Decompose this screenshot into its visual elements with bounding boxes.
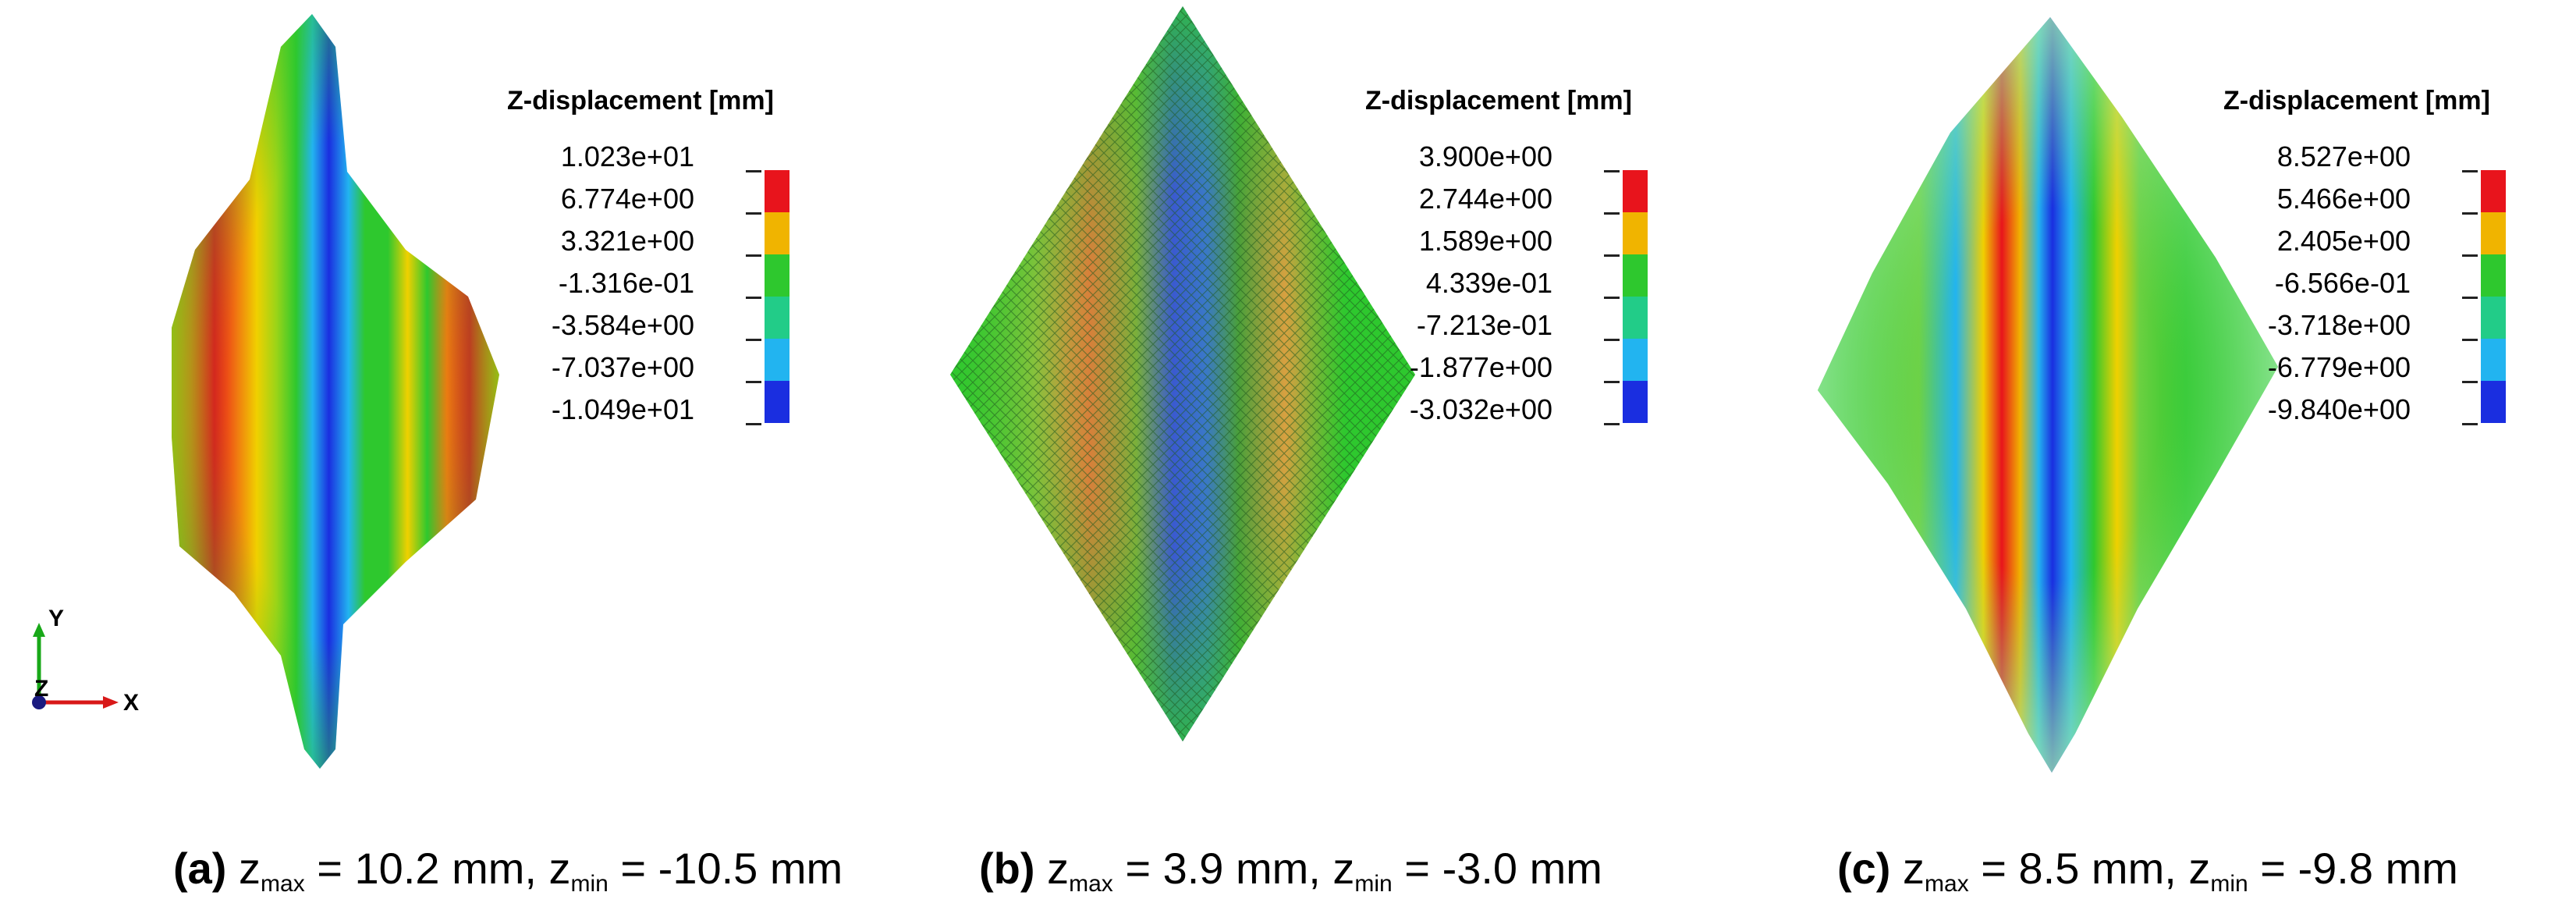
legend-tick-mark [746,297,761,299]
caption-b: (b) zmax = 3.9 mm, zmin = -3.0 mm [979,844,1602,897]
legend-tick-mark [746,212,761,215]
legend-tick-label: -1.316e-01 [558,267,694,299]
legend-tick-label: -9.840e+00 [2267,393,2411,425]
legend-tick-label: -7.213e-01 [1416,309,1552,341]
legend-tick-label: 1.023e+01 [560,140,694,172]
panel-c: Z-displacement [mm] 8.527e+00 5.466e+00 2.… [1716,0,2574,917]
legend-tick-mark [1604,297,1620,299]
legend-tick-label: 8.527e+00 [2276,140,2411,172]
legend-tick-mark [1604,381,1620,383]
legend-tick-mark [2462,170,2478,172]
legend-c: Z-displacement [mm] 8.527e+00 5.466e+00 2.… [2223,86,2559,523]
legend-tick-mark [2462,423,2478,425]
legend-color-swatch [765,381,789,423]
legend-tick-label: -3.718e+00 [2267,309,2411,341]
legend-color-swatch [1623,339,1648,381]
legend-color-swatch [2481,381,2506,423]
legend-tick-mark [2462,339,2478,341]
legend-title: Z-displacement [mm] [2223,86,2490,116]
legend-tick-label: 6.774e+00 [560,183,694,215]
caption-c: (c) zmax = 8.5 mm, zmin = -9.8 mm [1837,844,2458,897]
legend-color-swatch [1623,254,1648,297]
legend-tick-mark [1604,254,1620,257]
caption-a: (a) zmax = 10.2 mm, zmin = -10.5 mm [173,844,843,897]
legend-tick-label: 2.744e+00 [1418,183,1552,215]
legend-color-swatch [2481,339,2506,381]
legend-color-swatch [1623,381,1648,423]
legend-tick-mark [746,339,761,341]
x-axis-label: X [123,690,139,716]
legend-tick-label: -3.584e+00 [551,309,694,341]
legend-tick-mark [1604,212,1620,215]
legend-color-swatch [765,170,789,212]
legend-tick-label: -6.566e-01 [2274,267,2411,299]
caption-label: (c) [1837,844,1891,893]
legend-tick-label: -7.037e+00 [551,351,694,383]
axis-triad: Y Z X [32,609,139,716]
legend-tick-mark [2462,254,2478,257]
legend-color-swatch [2481,254,2506,297]
legend-tick-label: 4.339e-01 [1425,267,1552,299]
legend-title: Z-displacement [mm] [1365,86,1632,116]
legend-b: Z-displacement [mm] 3.900e+00 2.744e+00 1.… [1365,86,1701,523]
legend-tick-mark [2462,381,2478,383]
z-axis-label: Z [34,676,48,702]
legend-tick-mark [746,423,761,425]
legend-tick-mark [2462,212,2478,215]
legend-tick-label: 5.466e+00 [2276,183,2411,215]
legend-tick-mark [2462,297,2478,299]
panel-b: Z-displacement [mm] 3.900e+00 2.744e+00 1.… [858,0,1716,917]
caption-label: (a) [173,844,227,893]
legend-tick-label: 1.589e+00 [1418,225,1552,257]
legend-tick-mark [1604,170,1620,172]
legend-color-swatch [2481,297,2506,339]
legend-color-swatch [765,254,789,297]
legend-tick-label: -1.877e+00 [1409,351,1552,383]
legend-tick-mark [746,381,761,383]
legend-color-swatch [2481,170,2506,212]
legend-tick-mark [746,254,761,257]
legend-color-swatch [765,339,789,381]
legend-tick-label: 2.405e+00 [2276,225,2411,257]
legend-a: Z-displacement [mm] 1.023e+01 6.774e+00 3.… [507,86,843,523]
legend-tick-mark [1604,339,1620,341]
legend-color-swatch [1623,212,1648,254]
legend-tick-mark [746,170,761,172]
legend-tick-label: -3.032e+00 [1409,393,1552,425]
legend-color-swatch [2481,212,2506,254]
legend-title: Z-displacement [mm] [507,86,774,116]
legend-tick-label: 3.900e+00 [1418,140,1552,172]
legend-color-swatch [765,212,789,254]
legend-color-swatch [1623,170,1648,212]
legend-tick-label: 3.321e+00 [560,225,694,257]
legend-tick-label: -1.049e+01 [551,393,694,425]
contour-plot-a [172,14,499,769]
legend-color-swatch [1623,297,1648,339]
panel-a: Y Z X Z-displacement [mm] 1.023e+01 6.774… [0,0,858,917]
legend-color-swatch [765,297,789,339]
y-axis-label: Y [48,609,64,631]
z-axis-dot [32,695,46,709]
legend-tick-mark [1604,423,1620,425]
contour-plot-b [950,6,1415,741]
contour-plot-c [1818,17,2278,773]
legend-tick-label: -6.779e+00 [2267,351,2411,383]
caption-label: (b) [979,844,1035,893]
